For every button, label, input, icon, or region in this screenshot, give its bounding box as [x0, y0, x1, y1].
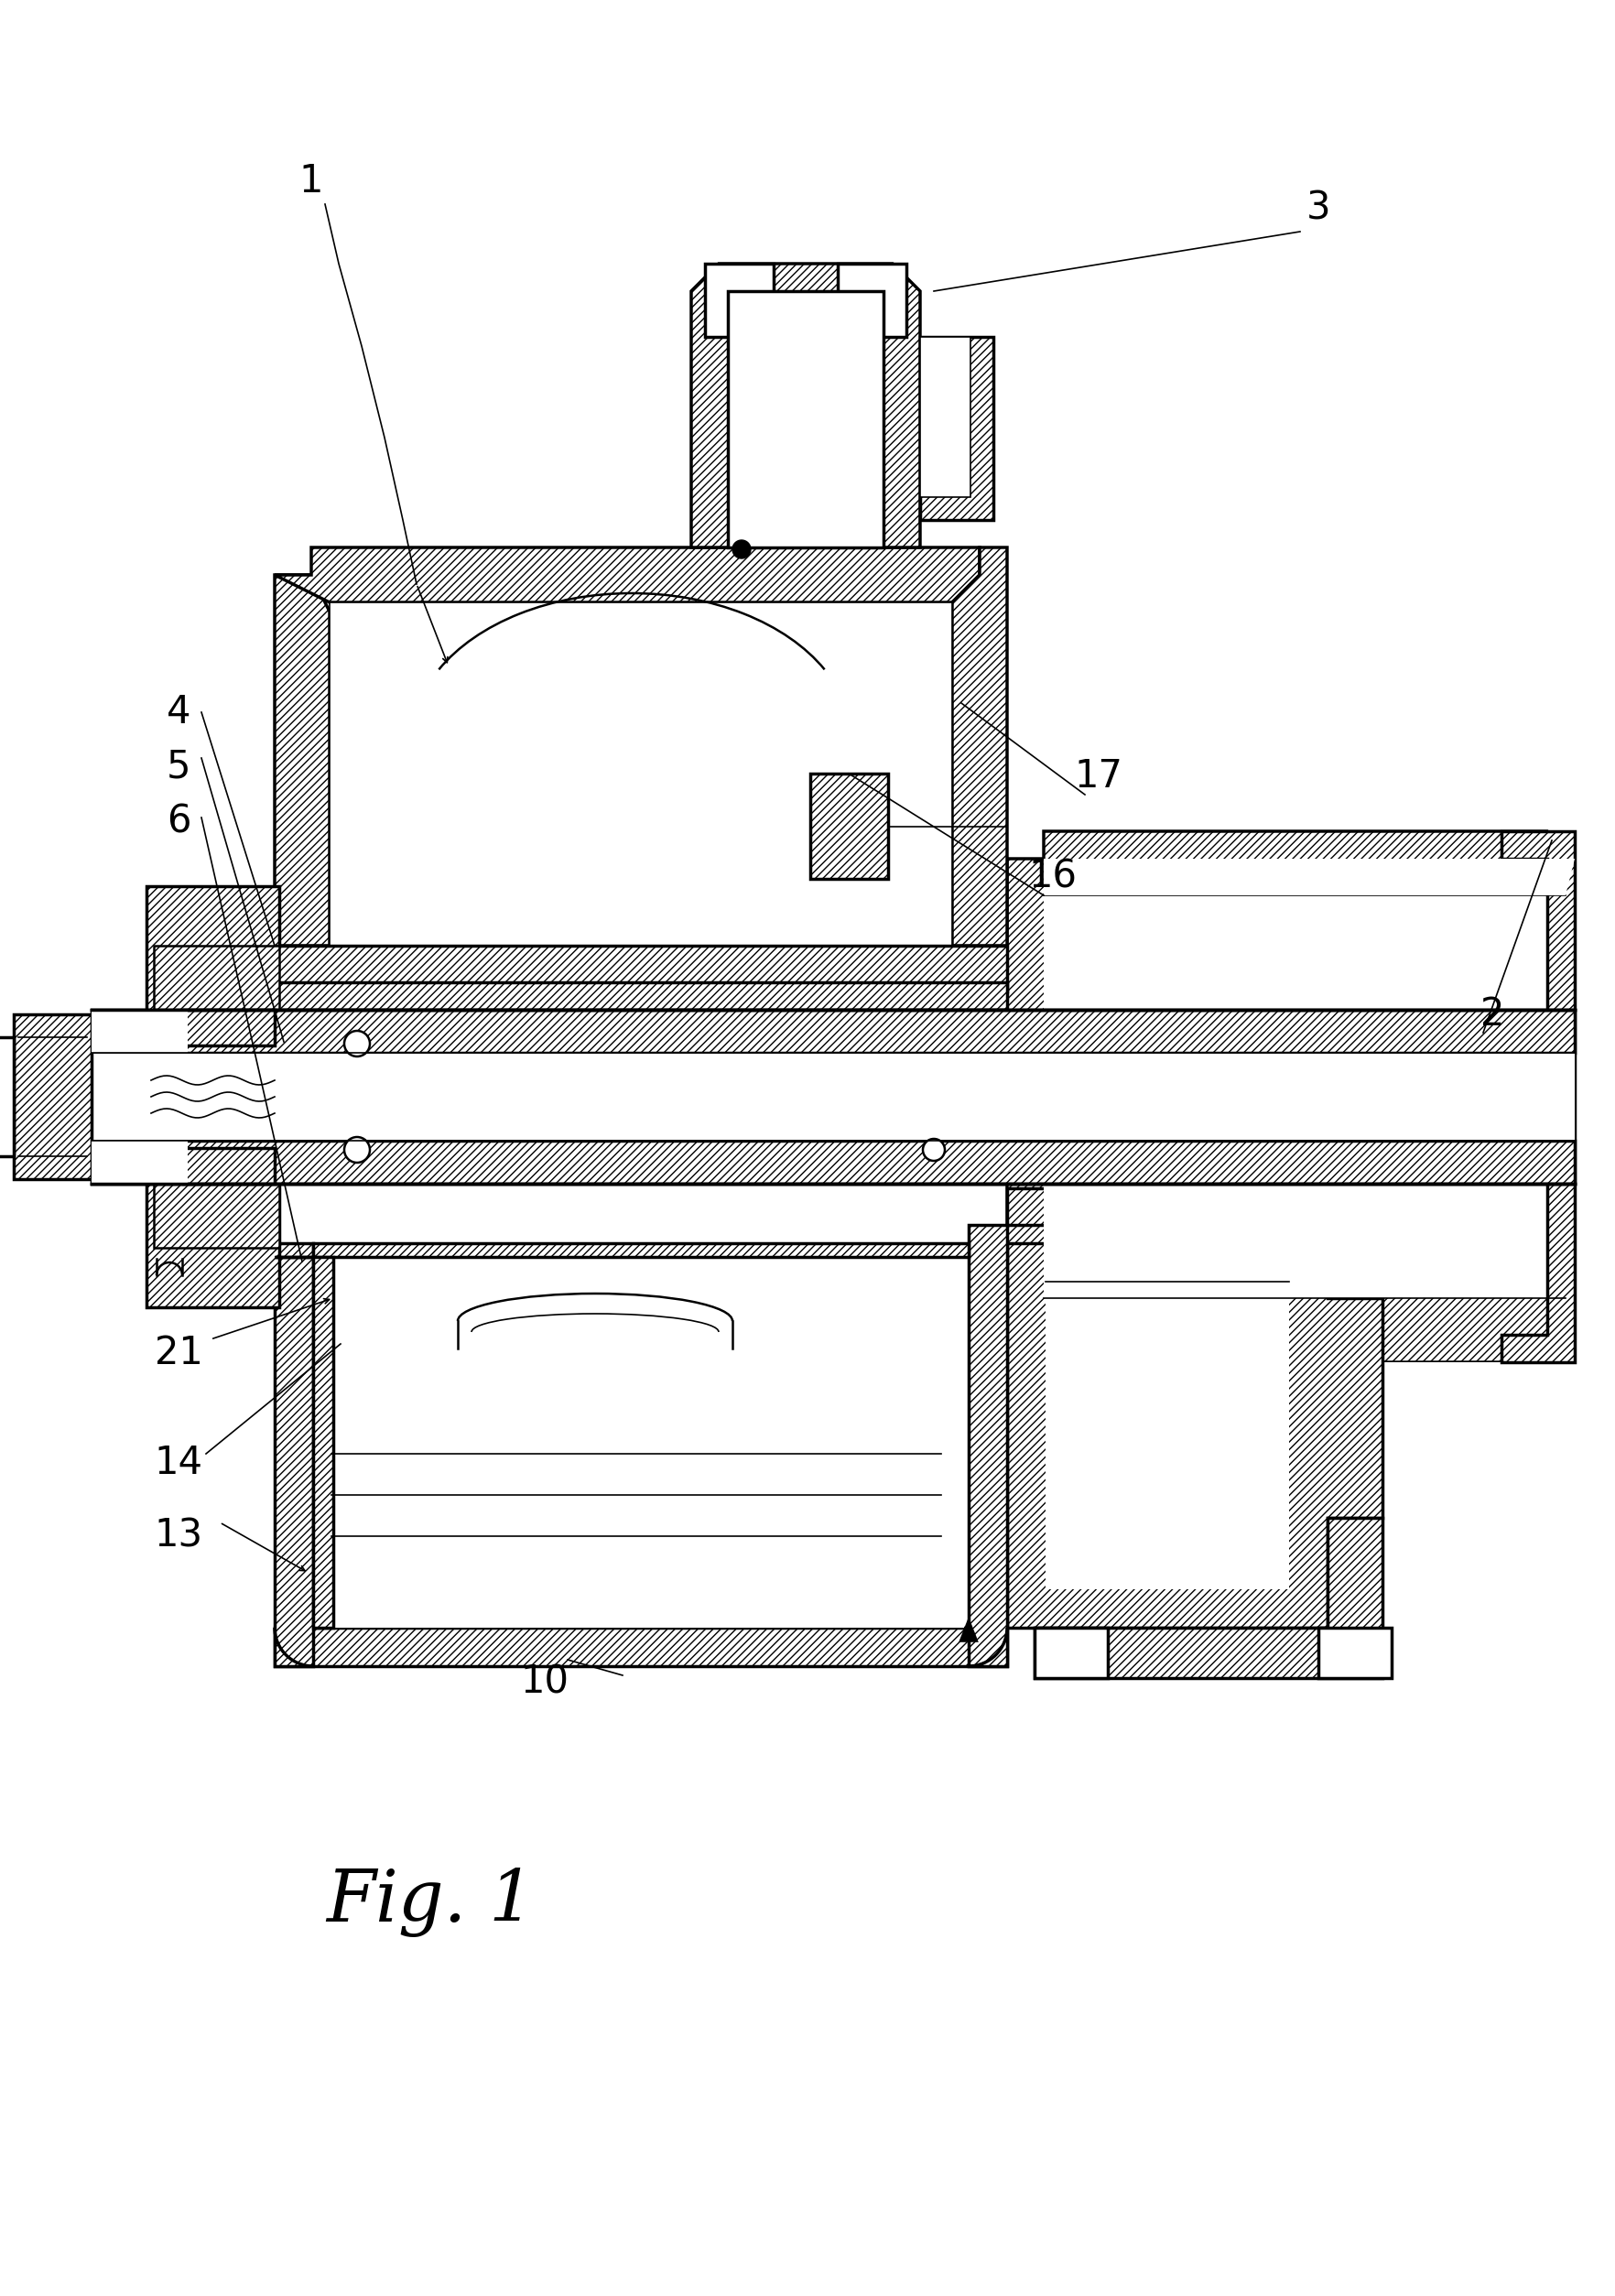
Polygon shape — [182, 1010, 275, 1045]
Polygon shape — [275, 1242, 969, 1256]
Polygon shape — [921, 338, 993, 519]
Polygon shape — [1008, 1242, 1382, 1628]
Polygon shape — [1035, 1518, 1382, 1678]
Polygon shape — [92, 1010, 1575, 1054]
Bar — [1043, 895, 1547, 1297]
Polygon shape — [1043, 859, 1575, 895]
Text: 4: 4 — [166, 693, 191, 732]
Polygon shape — [969, 1189, 1063, 1667]
Bar — [92, 1054, 1575, 1141]
Bar — [1318, 1628, 1392, 1678]
Bar — [1035, 1628, 1108, 1678]
Bar — [838, 264, 906, 338]
Polygon shape — [182, 1148, 275, 1185]
Text: 17: 17 — [1074, 758, 1122, 794]
Polygon shape — [147, 886, 279, 1306]
Polygon shape — [92, 1141, 1575, 1185]
Text: Fig. 1: Fig. 1 — [326, 1867, 535, 1938]
Circle shape — [344, 1137, 370, 1162]
Text: 16: 16 — [1029, 859, 1077, 895]
Polygon shape — [275, 574, 329, 946]
Polygon shape — [275, 1242, 313, 1667]
Polygon shape — [811, 774, 888, 879]
Polygon shape — [92, 1010, 187, 1054]
Text: 10: 10 — [520, 1662, 568, 1701]
Text: 2: 2 — [1481, 994, 1505, 1033]
Polygon shape — [153, 946, 279, 1010]
Polygon shape — [0, 1038, 15, 1157]
Bar — [329, 602, 953, 946]
Polygon shape — [961, 1621, 977, 1642]
Polygon shape — [1502, 831, 1575, 1362]
Text: 1: 1 — [299, 163, 323, 200]
Polygon shape — [953, 546, 1008, 946]
Polygon shape — [275, 983, 1008, 1010]
Polygon shape — [313, 1256, 333, 1628]
Polygon shape — [1008, 831, 1575, 1362]
Bar — [147, 1010, 279, 1185]
Text: 21: 21 — [155, 1334, 203, 1373]
Polygon shape — [153, 1185, 279, 1247]
Bar — [1045, 1281, 1289, 1589]
Text: 13: 13 — [153, 1518, 203, 1554]
Text: 14: 14 — [155, 1444, 203, 1483]
Bar — [728, 292, 883, 546]
Text: 5: 5 — [166, 748, 191, 788]
Polygon shape — [275, 546, 980, 602]
Circle shape — [733, 540, 751, 558]
Polygon shape — [92, 1141, 187, 1185]
Polygon shape — [1008, 1334, 1537, 1628]
Bar — [313, 1256, 964, 1628]
Bar — [92, 1010, 1575, 1185]
Text: 6: 6 — [166, 804, 191, 840]
Bar — [921, 338, 971, 498]
Circle shape — [922, 1139, 945, 1162]
Circle shape — [344, 1031, 370, 1056]
Polygon shape — [691, 264, 921, 546]
Polygon shape — [15, 1015, 92, 1180]
Polygon shape — [275, 946, 1008, 992]
Text: 3: 3 — [1307, 191, 1331, 227]
Polygon shape — [275, 1628, 1008, 1667]
Bar — [706, 264, 774, 338]
